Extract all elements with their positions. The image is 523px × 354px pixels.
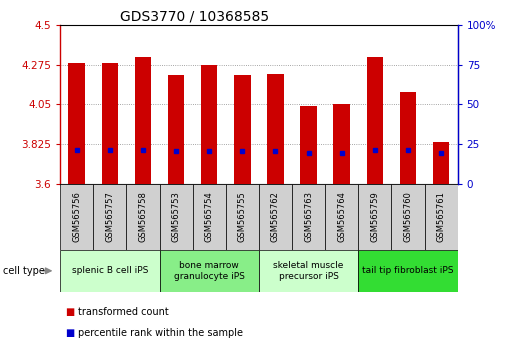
Bar: [60, 184, 93, 250]
Text: tail tip fibroblast iPS: tail tip fibroblast iPS: [362, 266, 453, 275]
Bar: [127, 184, 160, 250]
Text: bone marrow
granulocyte iPS: bone marrow granulocyte iPS: [174, 261, 245, 280]
Bar: [234, 75, 251, 184]
Text: GSM565758: GSM565758: [139, 192, 147, 242]
Text: ■: ■: [65, 307, 75, 316]
Bar: [267, 74, 283, 184]
Text: GSM565761: GSM565761: [437, 192, 446, 242]
Text: cell type: cell type: [3, 266, 44, 276]
Bar: [135, 57, 151, 184]
Bar: [433, 142, 449, 184]
Bar: [201, 64, 218, 184]
Bar: [93, 184, 127, 250]
Bar: [292, 184, 325, 250]
Text: transformed count: transformed count: [78, 307, 169, 316]
Text: ■: ■: [65, 328, 75, 338]
Text: GSM565762: GSM565762: [271, 192, 280, 242]
Bar: [425, 184, 458, 250]
Text: GSM565763: GSM565763: [304, 191, 313, 242]
Bar: [358, 184, 391, 250]
Text: GSM565755: GSM565755: [238, 192, 247, 242]
Bar: [391, 184, 425, 250]
Text: GDS3770 / 10368585: GDS3770 / 10368585: [120, 10, 269, 24]
Bar: [325, 184, 358, 250]
Bar: [300, 106, 317, 184]
Bar: [192, 184, 226, 250]
Bar: [160, 250, 259, 292]
Bar: [358, 250, 458, 292]
Text: GSM565754: GSM565754: [204, 192, 214, 242]
Bar: [160, 184, 192, 250]
Text: GSM565757: GSM565757: [105, 192, 115, 242]
Bar: [367, 57, 383, 184]
Text: GSM565760: GSM565760: [403, 192, 413, 242]
Bar: [259, 250, 358, 292]
Bar: [400, 92, 416, 184]
Bar: [101, 63, 118, 184]
Bar: [226, 184, 259, 250]
Text: GSM565759: GSM565759: [370, 192, 379, 242]
Text: GSM565764: GSM565764: [337, 192, 346, 242]
Bar: [168, 75, 185, 184]
Text: skeletal muscle
precursor iPS: skeletal muscle precursor iPS: [274, 261, 344, 280]
Bar: [334, 104, 350, 184]
Text: GSM565756: GSM565756: [72, 192, 81, 242]
Bar: [69, 63, 85, 184]
Text: percentile rank within the sample: percentile rank within the sample: [78, 328, 243, 338]
Bar: [259, 184, 292, 250]
Text: GSM565753: GSM565753: [172, 192, 180, 242]
Bar: [60, 250, 160, 292]
Text: splenic B cell iPS: splenic B cell iPS: [72, 266, 148, 275]
